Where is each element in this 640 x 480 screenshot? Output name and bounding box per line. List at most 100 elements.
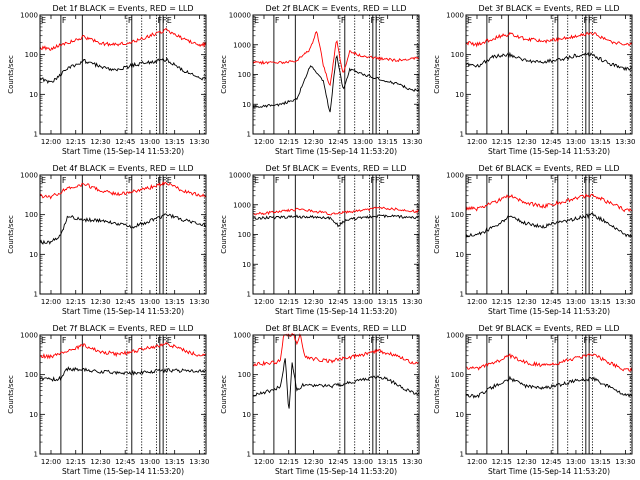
x-tick-label: 12:15 bbox=[492, 458, 512, 466]
y-axis-label: Counts/sec bbox=[220, 375, 228, 414]
y-tick-label: 1 bbox=[34, 291, 38, 299]
x-tick-label: 12:30 bbox=[90, 298, 110, 306]
x-tick-label: 13:15 bbox=[165, 138, 185, 146]
x-tick-label: 13:30 bbox=[189, 298, 209, 306]
lld-series-line bbox=[465, 353, 633, 372]
x-tick-label: 13:15 bbox=[591, 458, 611, 466]
events-series-line bbox=[39, 366, 207, 382]
lld-series-line bbox=[465, 193, 633, 213]
events-series-line bbox=[252, 214, 420, 228]
event-marker-label: F bbox=[341, 16, 346, 25]
event-marker-label: E bbox=[254, 176, 259, 185]
y-tick-label: 1000 bbox=[20, 172, 38, 180]
x-tick-label: 12:45 bbox=[541, 138, 561, 146]
panel-title: Det 6f BLACK = Events, RED = LLD bbox=[478, 164, 619, 173]
event-marker-label: E bbox=[254, 336, 259, 345]
plot-frame bbox=[465, 334, 633, 455]
event-marker-label: F bbox=[128, 336, 133, 345]
x-tick-label: 12:00 bbox=[467, 138, 487, 146]
x-tick-label: 13:15 bbox=[378, 298, 398, 306]
x-tick-label: 13:30 bbox=[189, 138, 209, 146]
event-marker-label: F bbox=[62, 16, 67, 25]
y-tick-label: 1000 bbox=[233, 41, 251, 49]
x-tick-label: 12:00 bbox=[41, 138, 61, 146]
x-tick-label: 13:30 bbox=[402, 458, 422, 466]
x-tick-label: 12:30 bbox=[516, 458, 536, 466]
y-tick-label: 1000 bbox=[446, 12, 464, 20]
panel-title: Det 4f BLACK = Events, RED = LLD bbox=[52, 164, 193, 173]
event-marker-label: FFE bbox=[584, 16, 598, 25]
detector-panel: Det 8f BLACK = Events, RED = LLD Counts/s… bbox=[220, 324, 422, 476]
x-tick-label: 13:00 bbox=[353, 138, 373, 146]
x-tick-label: 13:15 bbox=[378, 458, 398, 466]
event-marker-label: E bbox=[467, 336, 472, 345]
y-tick-label: 1000 bbox=[233, 332, 251, 340]
event-marker-label: F bbox=[488, 336, 493, 345]
y-tick-label: 10 bbox=[29, 411, 38, 419]
x-tick-label: 12:30 bbox=[516, 138, 536, 146]
x-tick-label: 13:00 bbox=[566, 138, 586, 146]
event-marker-label: E bbox=[467, 176, 472, 185]
event-marker-label: F bbox=[554, 176, 559, 185]
x-tick-label: 13:00 bbox=[566, 458, 586, 466]
y-axis-label: Counts/sec bbox=[433, 55, 441, 94]
event-marker-label: F bbox=[488, 176, 493, 185]
x-tick-label: 13:30 bbox=[189, 458, 209, 466]
y-tick-label: 10 bbox=[29, 251, 38, 259]
detector-panel: Det 5f BLACK = Events, RED = LLD Counts/s… bbox=[220, 164, 422, 316]
x-tick-label: 13:15 bbox=[378, 138, 398, 146]
x-tick-label: 12:45 bbox=[328, 298, 348, 306]
x-axis-label: Start Time (15-Sep-14 11:53:20) bbox=[488, 307, 610, 316]
x-axis-label: Start Time (15-Sep-14 11:53:20) bbox=[488, 147, 610, 156]
x-axis-label: Start Time (15-Sep-14 11:53:20) bbox=[62, 467, 184, 476]
event-marker-label: F bbox=[62, 176, 67, 185]
x-tick-label: 12:30 bbox=[303, 458, 323, 466]
plot-frame bbox=[465, 14, 633, 135]
x-tick-label: 13:15 bbox=[591, 298, 611, 306]
y-tick-label: 1000 bbox=[446, 332, 464, 340]
events-series-line bbox=[465, 51, 633, 72]
x-tick-label: 12:15 bbox=[279, 138, 299, 146]
panel-title: Det 1f BLACK = Events, RED = LLD bbox=[52, 4, 193, 13]
event-marker-label: F bbox=[488, 16, 493, 25]
y-tick-label: 100 bbox=[451, 371, 464, 379]
event-marker-label: F bbox=[62, 336, 67, 345]
event-marker-label: FFE bbox=[584, 176, 598, 185]
detector-panel: Det 2f BLACK = Events, RED = LLD Counts/s… bbox=[220, 4, 422, 156]
x-tick-label: 12:30 bbox=[90, 138, 110, 146]
event-marker-label: FFE bbox=[584, 336, 598, 345]
event-marker-label: E bbox=[41, 336, 46, 345]
event-marker-label: FFE bbox=[371, 16, 385, 25]
y-axis-label: Counts/sec bbox=[433, 215, 441, 254]
event-marker-label: F bbox=[275, 176, 280, 185]
plot-frame bbox=[465, 174, 633, 295]
detector-panel: Det 9f BLACK = Events, RED = LLD Counts/s… bbox=[433, 324, 635, 476]
plot-frame bbox=[39, 334, 207, 455]
x-tick-label: 13:30 bbox=[402, 298, 422, 306]
y-tick-label: 100 bbox=[238, 71, 251, 79]
detector-panel: Det 7f BLACK = Events, RED = LLD Counts/s… bbox=[7, 324, 209, 476]
panel-title: Det 5f BLACK = Events, RED = LLD bbox=[265, 164, 406, 173]
x-tick-label: 12:30 bbox=[303, 298, 323, 306]
lld-series-line bbox=[39, 180, 207, 200]
x-tick-label: 12:15 bbox=[66, 298, 86, 306]
x-tick-label: 12:45 bbox=[115, 138, 135, 146]
events-series-line bbox=[465, 212, 633, 238]
y-tick-label: 1000 bbox=[20, 12, 38, 20]
event-marker-label: FFE bbox=[371, 336, 385, 345]
y-tick-label: 10 bbox=[455, 251, 464, 259]
y-tick-label: 1 bbox=[460, 131, 464, 139]
y-tick-label: 1 bbox=[247, 451, 251, 459]
event-marker-label: F bbox=[128, 16, 133, 25]
y-tick-label: 10 bbox=[242, 101, 251, 109]
y-tick-label: 1 bbox=[34, 131, 38, 139]
y-tick-label: 100 bbox=[238, 231, 251, 239]
y-tick-label: 100 bbox=[25, 371, 38, 379]
y-tick-label: 1000 bbox=[233, 201, 251, 209]
detector-panel: Det 3f BLACK = Events, RED = LLD Counts/s… bbox=[433, 4, 635, 156]
x-tick-label: 13:15 bbox=[165, 298, 185, 306]
event-marker-label: FFE bbox=[158, 176, 172, 185]
event-marker-label: E bbox=[41, 16, 46, 25]
x-axis-label: Start Time (15-Sep-14 11:53:20) bbox=[275, 467, 397, 476]
